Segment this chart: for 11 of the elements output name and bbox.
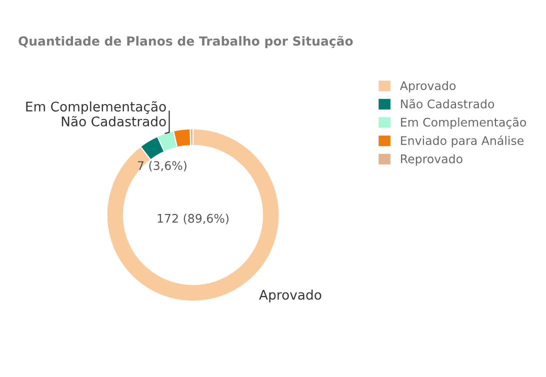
data-label: 172 (89,6%) <box>158 214 228 224</box>
data-label: 7 (3,6%) <box>138 160 186 172</box>
slice-label: Aprovado <box>259 290 322 302</box>
legend-label: Não Cadastrado <box>401 99 494 108</box>
legend-label: Aprovado <box>400 80 456 92</box>
legend-label: Em Complementação <box>401 117 526 129</box>
chart-title: Quantidade de Planos de Trabalho por Situação <box>18 36 353 48</box>
category-label: Não Cadastrado <box>62 116 166 126</box>
legend-label: Reprovado <box>401 154 462 166</box>
slice-label: Em Complementação <box>26 101 166 114</box>
legend-label: Enviado para Análise <box>401 135 524 148</box>
